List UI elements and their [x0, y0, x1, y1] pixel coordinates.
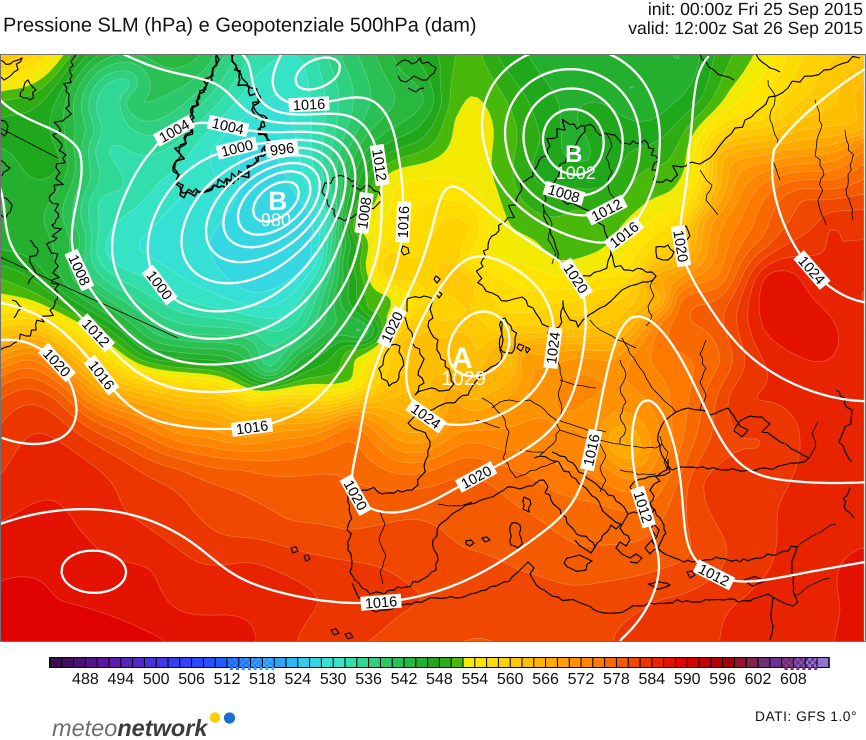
- svg-text:578: 578: [603, 671, 630, 688]
- svg-text:1016: 1016: [364, 594, 397, 613]
- svg-text:554: 554: [461, 671, 488, 688]
- svg-text:1008: 1008: [355, 196, 375, 230]
- svg-text:996: 996: [269, 141, 295, 160]
- svg-text:1000: 1000: [220, 138, 255, 161]
- svg-text:542: 542: [391, 671, 418, 688]
- svg-text:590: 590: [674, 671, 701, 688]
- svg-text:608: 608: [780, 671, 807, 688]
- svg-text:602: 602: [745, 671, 772, 688]
- svg-text:518: 518: [249, 671, 276, 688]
- svg-text:1004: 1004: [210, 116, 245, 139]
- svg-text:494: 494: [107, 671, 134, 688]
- svg-text:1024: 1024: [544, 331, 564, 365]
- svg-text:DATI: GFS 1.0°: DATI: GFS 1.0°: [755, 709, 857, 724]
- svg-text:1012: 1012: [368, 148, 389, 182]
- svg-text:1016: 1016: [235, 418, 269, 438]
- svg-text:Pressione SLM (hPa) e Geopoten: Pressione SLM (hPa) e Geopotenziale 500h…: [3, 15, 477, 37]
- svg-text:584: 584: [638, 671, 665, 688]
- svg-text:512: 512: [214, 671, 241, 688]
- svg-text:valid: 12:00z Sat 26 Sep 2015: valid: 12:00z Sat 26 Sep 2015: [628, 18, 863, 38]
- svg-text:560: 560: [497, 671, 524, 688]
- svg-text:1016: 1016: [581, 433, 604, 468]
- svg-text:524: 524: [284, 671, 311, 688]
- svg-text:488: 488: [72, 671, 99, 688]
- svg-text:init: 00:00z Fri 25 Sep 2015: init: 00:00z Fri 25 Sep 2015: [648, 0, 863, 19]
- svg-text:536: 536: [355, 671, 382, 688]
- svg-text:506: 506: [178, 671, 205, 688]
- svg-text:572: 572: [568, 671, 595, 688]
- svg-text:1016: 1016: [396, 206, 413, 239]
- svg-text:1020: 1020: [669, 229, 690, 263]
- svg-text:530: 530: [320, 671, 347, 688]
- svg-text:meteonetwork: meteonetwork: [52, 715, 209, 740]
- svg-text:596: 596: [709, 671, 736, 688]
- svg-text:548: 548: [426, 671, 453, 688]
- svg-text:500: 500: [143, 671, 170, 688]
- svg-text:1016: 1016: [293, 97, 326, 115]
- svg-text:566: 566: [532, 671, 559, 688]
